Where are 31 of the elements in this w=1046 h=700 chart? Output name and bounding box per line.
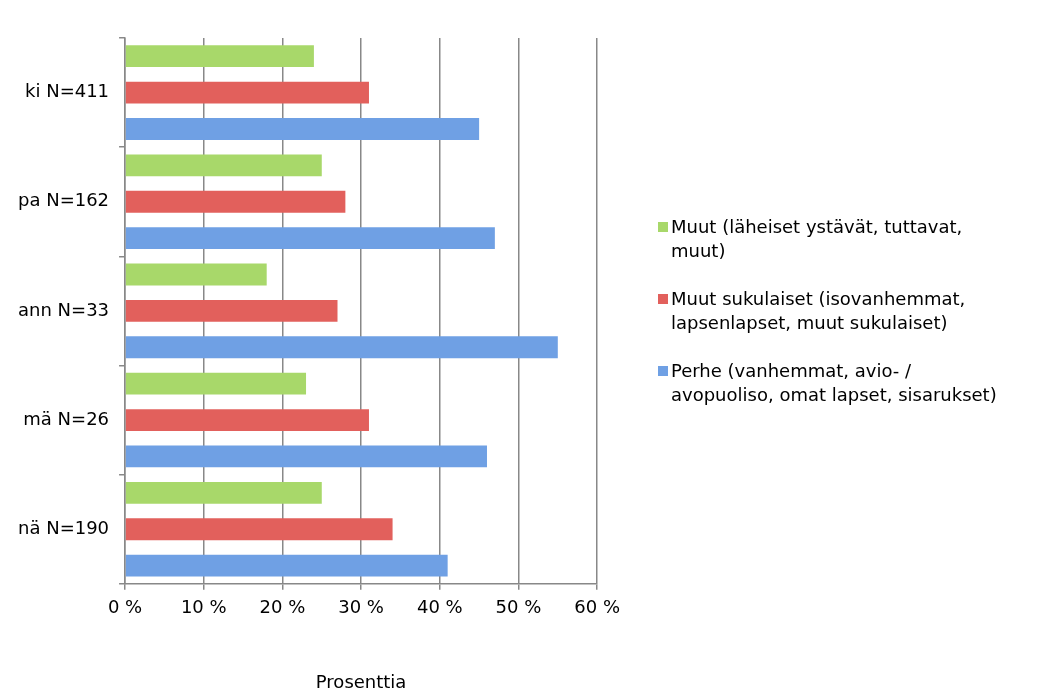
- bar: [125, 372, 307, 395]
- x-tick-label: 0 %: [107, 596, 143, 618]
- legend-label: Muut sukulaiset (isovanhemmat, lapsenlapset, muut sukulaiset): [671, 287, 967, 335]
- y-tick-label: mä N=26: [23, 407, 110, 429]
- bar: [125, 518, 393, 541]
- bar: [125, 263, 267, 286]
- x-axis-title: Prosenttia: [315, 670, 407, 692]
- bar: [125, 445, 487, 468]
- bar: [125, 409, 369, 431]
- x-tick-label: 20 %: [259, 596, 306, 618]
- x-tick-label: 50 %: [495, 596, 542, 618]
- bar: [125, 154, 322, 177]
- legend-label: Muut (läheiset ystävät, tuttavat, muut): [671, 215, 964, 263]
- bar: [125, 45, 314, 68]
- legend-label: Perhe (vanhemmat, avio- / avopuoliso, omat lapset, sisarukset): [671, 359, 998, 407]
- bar: [125, 299, 338, 322]
- x-tick-label: 60 %: [574, 596, 620, 618]
- bar: [125, 336, 558, 359]
- bar: [125, 190, 346, 213]
- x-tick-label: 40 %: [416, 596, 463, 618]
- y-tick-label: pa N=162: [17, 189, 110, 211]
- y-tick-label: ann N=33: [18, 298, 110, 320]
- bar: [125, 481, 322, 504]
- y-tick-label: nä N=190: [18, 516, 110, 538]
- bar: [125, 227, 495, 250]
- y-tick-label: ki N=411: [25, 80, 110, 102]
- bar: [125, 81, 369, 104]
- x-tick-label: 30 %: [338, 596, 384, 618]
- bar: [125, 118, 480, 140]
- x-tick-label: 10 %: [180, 596, 227, 618]
- bar: [125, 554, 448, 577]
